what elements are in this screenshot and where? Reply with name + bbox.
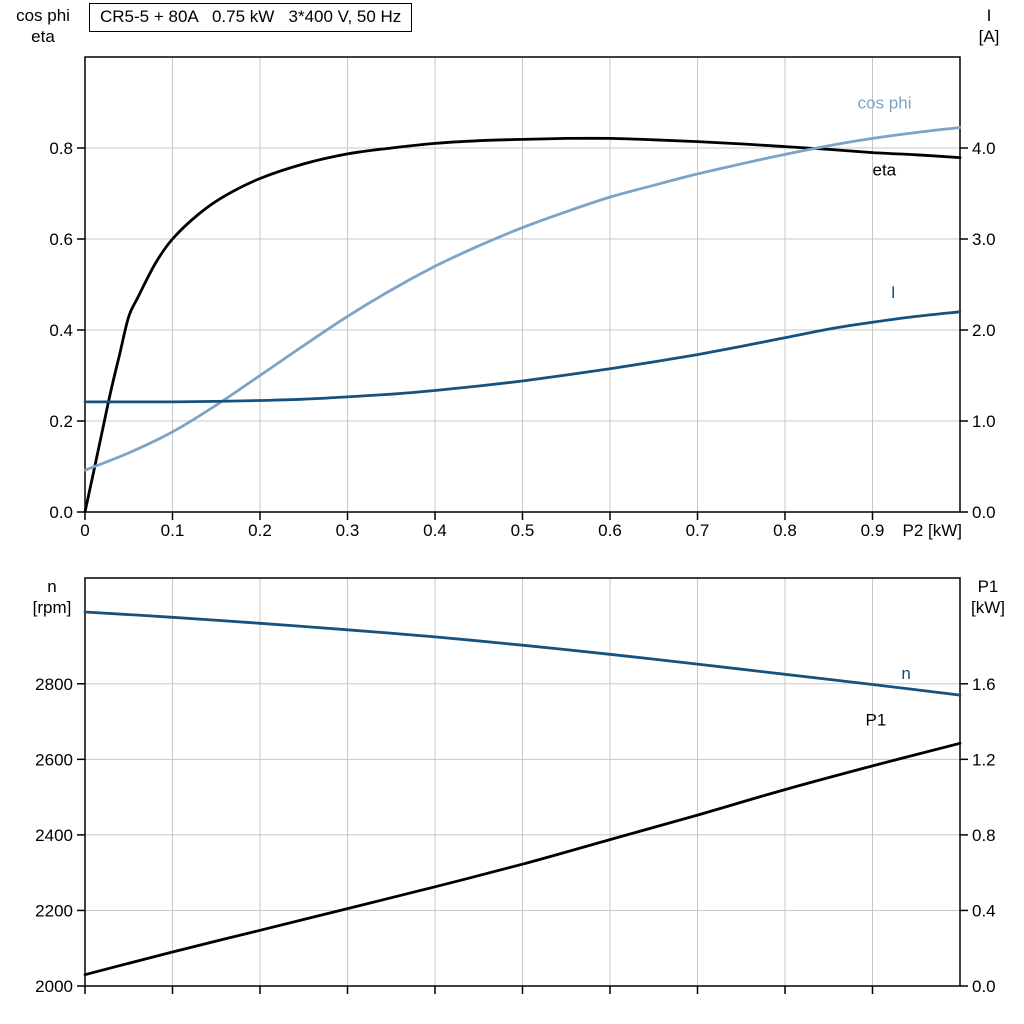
svg-text:0.8: 0.8 [773,521,797,540]
svg-text:2400: 2400 [35,826,73,845]
svg-text:2000: 2000 [35,977,73,996]
axis-title-p1: P1 [977,577,999,596]
svg-text:0.3: 0.3 [336,521,360,540]
svg-text:0.9: 0.9 [861,521,885,540]
bottom-chart-plot: 2000 2200 2400 2600 2800 0.0 0.4 0.8 1.2 1.6 n P1 [35,577,996,996]
svg-text:0.7: 0.7 [686,521,710,540]
svg-text:eta: eta [873,160,897,179]
axis-title-eta: eta [31,27,55,46]
svg-text:4.0: 4.0 [972,139,996,158]
axis-title-speed: n [47,577,57,596]
top-right-axis-title: I [A] [963,5,1015,47]
svg-text:0.8: 0.8 [972,826,996,845]
svg-text:cos phi: cos phi [858,94,912,113]
axis-title-current: I [986,6,992,25]
svg-text:2800: 2800 [35,675,73,694]
svg-text:0.0: 0.0 [972,503,996,522]
bottom-right-axis-title: P1 [kW] [960,576,1016,618]
svg-text:0.0: 0.0 [972,977,996,996]
svg-text:0.8: 0.8 [49,139,73,158]
svg-text:0.4: 0.4 [972,901,996,920]
svg-text:3.0: 3.0 [972,230,996,249]
axis-title-cos-phi: cos phi [16,6,70,25]
svg-text:2.0: 2.0 [972,321,996,340]
svg-text:0.6: 0.6 [49,230,73,249]
svg-text:0.2: 0.2 [248,521,272,540]
top-chart-plot: 0 0.1 0.2 0.3 0.4 0.5 0.6 0.7 0.8 0.9 P2 [kW] 0.0 0.… [49,56,996,540]
svg-text:2200: 2200 [35,901,73,920]
svg-text:n: n [901,664,910,683]
svg-text:0.1: 0.1 [161,521,185,540]
svg-text:1.2: 1.2 [972,750,996,769]
svg-text:0.4: 0.4 [49,321,73,340]
svg-text:0.4: 0.4 [423,521,447,540]
svg-text:1.6: 1.6 [972,675,996,694]
svg-text:0.0: 0.0 [49,503,73,522]
axis-title-current-unit: [A] [978,27,1000,46]
svg-text:P2 [kW]: P2 [kW] [902,521,962,540]
svg-text:0: 0 [80,521,89,540]
svg-text:1.0: 1.0 [972,412,996,431]
svg-text:2600: 2600 [35,750,73,769]
svg-text:P1: P1 [866,711,887,730]
bottom-left-axis-title: n [rpm] [20,576,84,618]
svg-text:0.6: 0.6 [598,521,622,540]
svg-text:0.5: 0.5 [511,521,535,540]
top-left-axis-title: cos phi eta [4,5,82,47]
svg-text:I: I [891,283,896,302]
axis-title-speed-unit: [rpm] [32,598,72,617]
axis-title-p1-unit: [kW] [971,598,1005,617]
svg-text:0.2: 0.2 [49,412,73,431]
chart-title: CR5-5 + 80A 0.75 kW 3*400 V, 50 Hz [89,3,413,32]
